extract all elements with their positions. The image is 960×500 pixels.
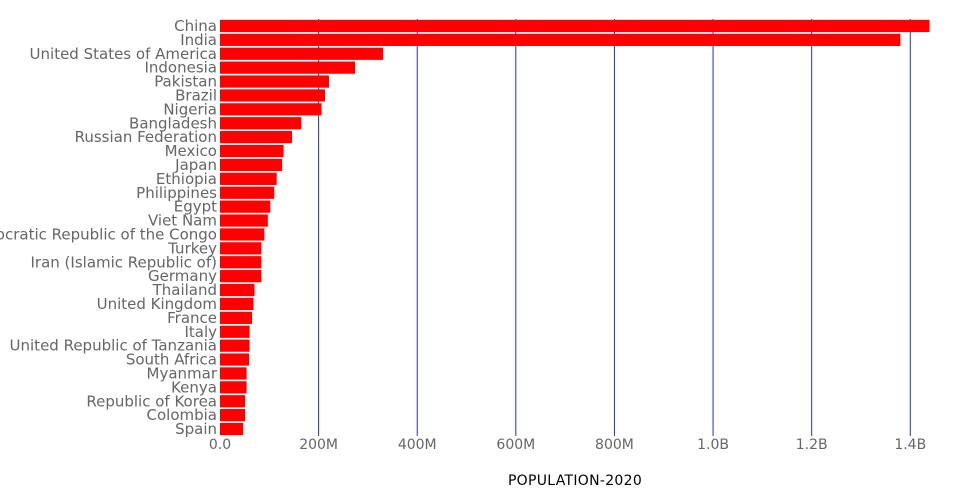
bar xyxy=(220,367,247,380)
category-label: France xyxy=(167,309,217,327)
category-label: India xyxy=(180,31,217,49)
bar xyxy=(220,395,246,408)
category-label: Republic of Korea xyxy=(86,392,217,410)
bar xyxy=(220,61,356,74)
category-label: China xyxy=(174,17,217,35)
category-label: Turkey xyxy=(167,239,217,257)
bar xyxy=(220,144,284,158)
category-label: United Kingdom xyxy=(97,295,217,313)
bar xyxy=(220,214,268,227)
category-label: Brazil xyxy=(175,86,217,104)
bar xyxy=(220,283,255,297)
bar xyxy=(220,270,262,283)
x-tick-labels: 0.0 200M 400M 600M 800M 1.0B 1.2B 1.4B xyxy=(209,437,926,453)
category-label: Bangladesh xyxy=(129,114,217,132)
x-tick-label: 800M xyxy=(595,437,634,453)
x-tick-label: 1.2B xyxy=(796,437,828,453)
bar xyxy=(220,89,326,102)
bar xyxy=(220,103,322,116)
category-label: Egypt xyxy=(174,198,217,216)
bar xyxy=(220,381,247,394)
category-label: Japan xyxy=(174,156,217,174)
x-tick-label: 400M xyxy=(398,437,437,453)
category-label: Ethiopia xyxy=(156,170,217,188)
bar xyxy=(220,131,292,144)
bar xyxy=(220,186,275,199)
category-label: Philippines xyxy=(136,184,217,202)
x-tick-label: 0.0 xyxy=(209,437,231,453)
category-label: Viet Nam xyxy=(148,212,217,230)
x-tick-label: 1.4B xyxy=(894,437,926,453)
bar xyxy=(220,256,262,269)
bar xyxy=(220,33,901,46)
category-label: Italy xyxy=(184,323,217,341)
bar xyxy=(220,200,271,213)
bar xyxy=(220,353,250,366)
x-axis-title: POPULATION-2020 xyxy=(508,473,642,489)
gridlines xyxy=(318,19,911,436)
bar xyxy=(220,117,302,130)
bar xyxy=(220,422,244,436)
category-label: Myanmar xyxy=(147,364,218,382)
category-label: Mexico xyxy=(165,142,217,160)
category-label: Indonesia xyxy=(144,59,217,77)
category-label: Colombia xyxy=(147,406,218,424)
category-label: South Africa xyxy=(126,351,217,369)
category-label: Germany xyxy=(148,267,217,285)
bar xyxy=(220,242,262,255)
category-label: Pakistan xyxy=(154,73,217,91)
bar xyxy=(220,158,283,172)
category-label: Russian Federation xyxy=(75,128,217,146)
x-tick-label: 200M xyxy=(299,437,338,453)
category-label: Democratic Republic of the Congo xyxy=(0,225,217,243)
x-tick-label: 600M xyxy=(496,437,535,453)
bar xyxy=(220,339,250,352)
bar xyxy=(220,47,384,60)
bar xyxy=(220,75,329,88)
bar xyxy=(220,228,265,241)
bar xyxy=(220,325,250,338)
category-label: Spain xyxy=(175,420,217,438)
bar xyxy=(220,172,277,185)
bar xyxy=(220,19,930,33)
category-label: United Republic of Tanzania xyxy=(10,337,217,355)
category-label: United States of America xyxy=(30,45,217,63)
bar xyxy=(220,297,254,311)
bars xyxy=(220,19,930,436)
category-label: Iran (Islamic Republic of) xyxy=(31,253,218,271)
category-label: Thailand xyxy=(152,281,217,299)
category-label: Kenya xyxy=(171,378,217,396)
bar xyxy=(220,409,246,422)
bar xyxy=(220,311,253,324)
x-tick-label: 1.0B xyxy=(697,437,729,453)
category-label: Nigeria xyxy=(163,100,217,118)
